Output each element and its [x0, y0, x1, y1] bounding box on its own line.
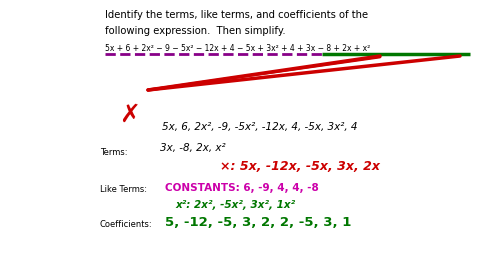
Text: 5x + 6 + 2x² − 9 − 5x² − 12x + 4 − 5x + 3x² + 4 + 3x − 8 + 2x + x²: 5x + 6 + 2x² − 9 − 5x² − 12x + 4 − 5x + …	[105, 44, 370, 53]
Text: CONSTANTS: 6, -9, 4, 4, -8: CONSTANTS: 6, -9, 4, 4, -8	[165, 183, 319, 193]
Text: Terms:: Terms:	[100, 148, 128, 157]
Text: ✗: ✗	[120, 103, 141, 127]
Text: following expression.  Then simplify.: following expression. Then simplify.	[105, 26, 286, 36]
Text: Identify the terms, like terms, and coefficients of the: Identify the terms, like terms, and coef…	[105, 10, 368, 20]
Text: Coefficients:: Coefficients:	[100, 220, 153, 229]
Text: 5, -12, -5, 3, 2, 2, -5, 3, 1: 5, -12, -5, 3, 2, 2, -5, 3, 1	[165, 216, 351, 229]
Text: ×: 5x, -12x, -5x, 3x, 2x: ×: 5x, -12x, -5x, 3x, 2x	[220, 160, 380, 173]
Text: 5x, 6, 2x², -9, -5x², -12x, 4, -5x, 3x², 4: 5x, 6, 2x², -9, -5x², -12x, 4, -5x, 3x²,…	[162, 122, 358, 132]
Text: x²: 2x², -5x², 3x², 1x²: x²: 2x², -5x², 3x², 1x²	[175, 200, 295, 210]
Text: 3x, -8, 2x, x²: 3x, -8, 2x, x²	[160, 143, 226, 153]
Text: Like Terms:: Like Terms:	[100, 185, 147, 194]
